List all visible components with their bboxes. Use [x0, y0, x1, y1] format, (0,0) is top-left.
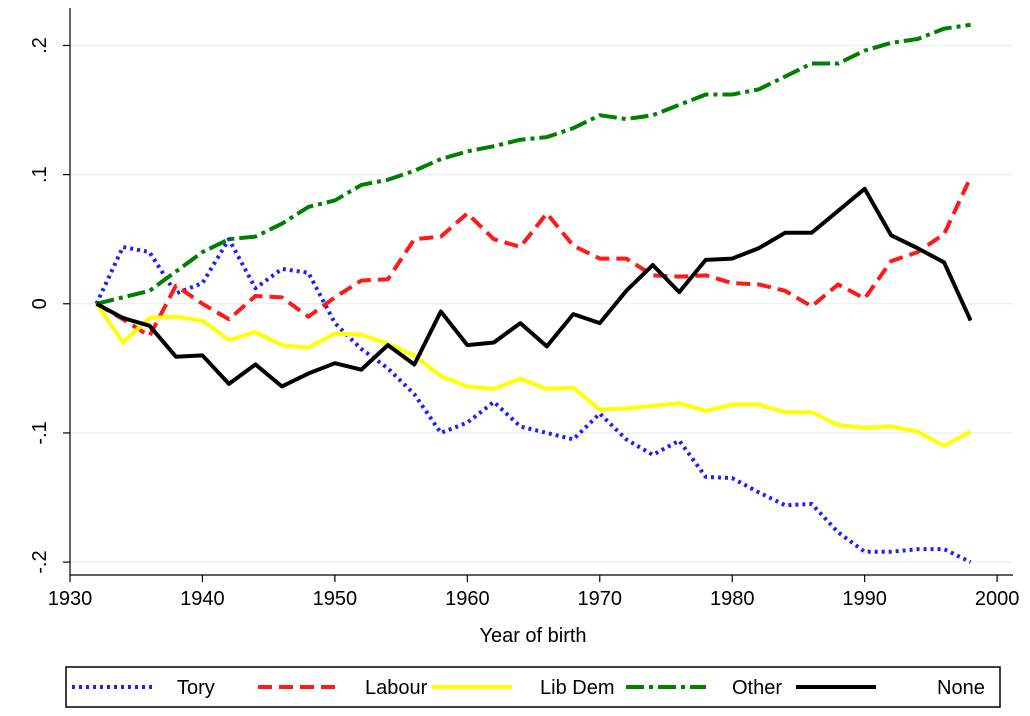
y-tick-label: .1 [29, 166, 51, 183]
y-tick-label: -.2 [29, 550, 51, 573]
x-tick-label: 1990 [842, 588, 887, 610]
x-tick-label: 1940 [180, 588, 225, 610]
legend-label: Other [732, 677, 782, 699]
series-line [96, 22, 971, 306]
x-tick-label: 1960 [445, 588, 490, 610]
series-line [94, 237, 972, 564]
legend-label: Labour [365, 677, 428, 699]
series-line [94, 302, 972, 448]
legend-label: Tory [177, 677, 215, 699]
legend-label: Lib Dem [540, 677, 614, 699]
y-tick-label: .2 [29, 37, 51, 54]
x-axis-label: Year of birth [479, 625, 586, 647]
series-line [95, 186, 973, 389]
x-tick-label: 1970 [578, 588, 623, 610]
x-tick-label: 1980 [710, 588, 755, 610]
y-tick-label: 0 [29, 298, 51, 309]
series-line [95, 176, 973, 339]
x-tick-label: 1950 [313, 588, 358, 610]
x-tick-label: 2000 [975, 588, 1020, 610]
legend-label: None [937, 677, 985, 699]
y-tick-label: -.1 [29, 421, 51, 444]
x-tick-label: 1930 [48, 588, 93, 610]
legend-box [65, 666, 1001, 708]
